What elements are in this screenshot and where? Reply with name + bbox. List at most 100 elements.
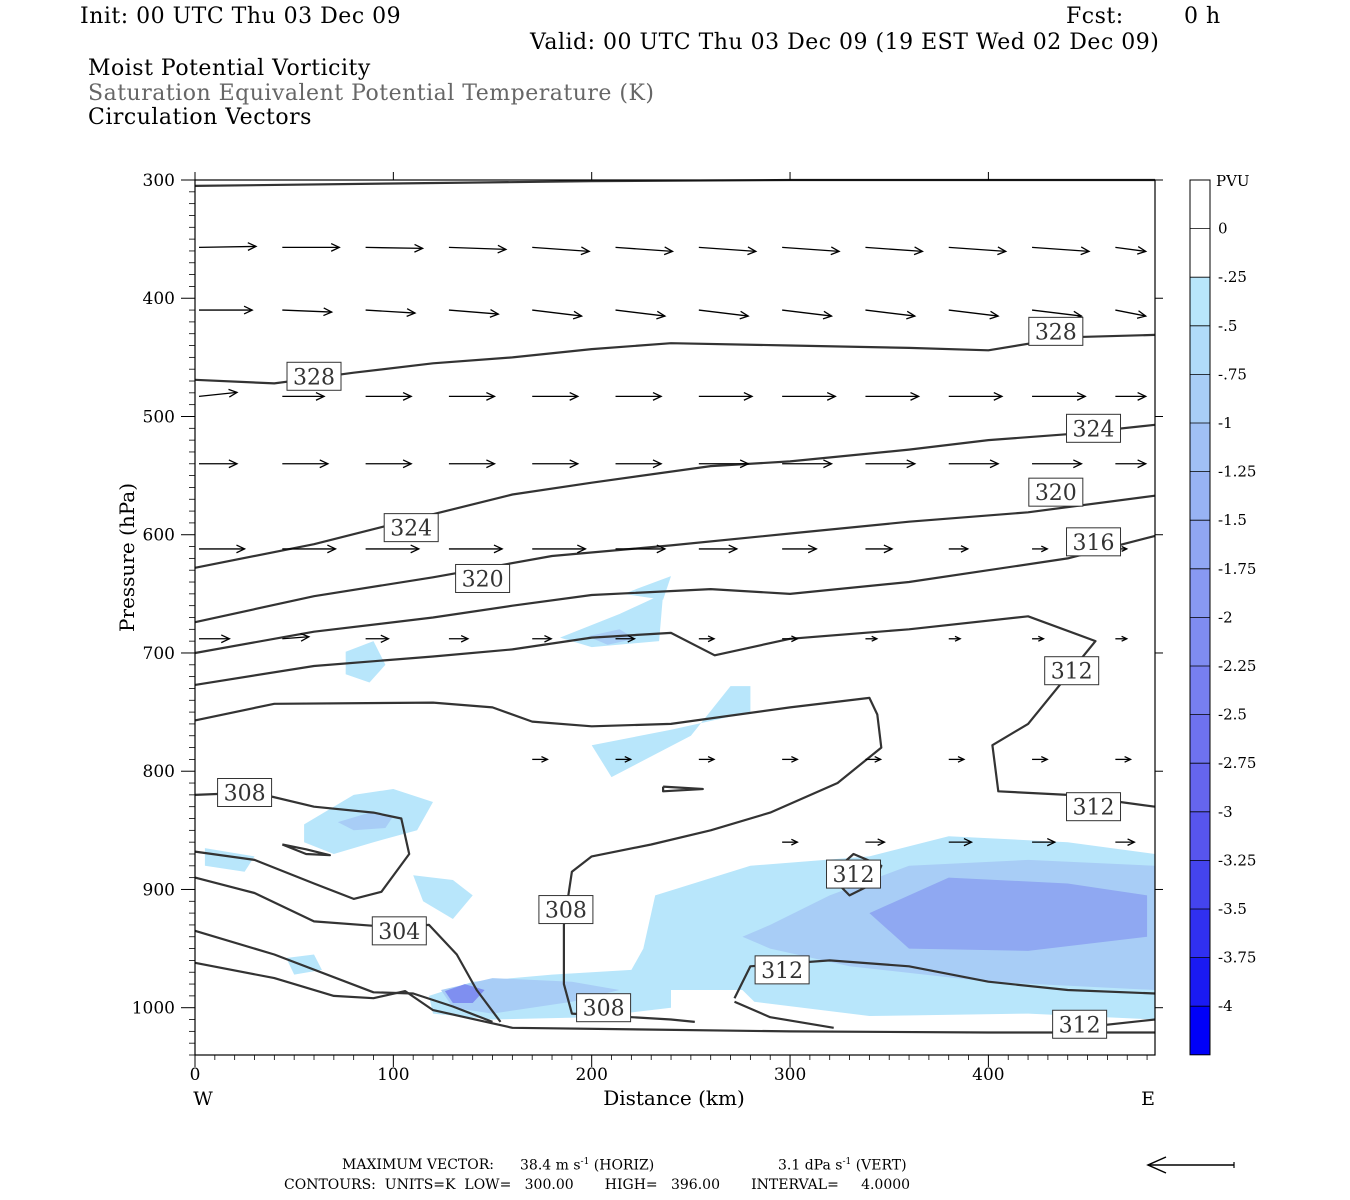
vector-arrow	[448, 459, 497, 469]
vector-arrow	[1115, 755, 1133, 763]
vector-arrow	[865, 635, 879, 642]
vector-arrow	[948, 755, 966, 763]
vector-arrow	[199, 459, 239, 469]
y-tick-label: 800	[143, 762, 175, 782]
vector-arrow	[948, 391, 1004, 401]
vector-arrow	[1115, 635, 1129, 642]
vector-arrow	[698, 246, 758, 256]
vector-shaft	[198, 245, 257, 249]
vector-head	[739, 459, 750, 469]
vector-head	[493, 544, 504, 554]
vector-shaft	[865, 246, 923, 253]
contour-label: 304	[371, 916, 427, 946]
vector-shaft	[1115, 246, 1146, 253]
vector-arrow	[532, 755, 549, 763]
vector-arrow	[948, 545, 970, 553]
vector-arrow	[782, 459, 834, 469]
vector-arrow	[1032, 755, 1049, 763]
vector-arrow	[782, 544, 818, 554]
x-tick-label: 300	[774, 1065, 806, 1085]
vector-head	[960, 545, 970, 553]
vector-head	[791, 838, 799, 846]
x-axis-title: Distance (km)	[603, 1086, 745, 1110]
contour-label: 324	[383, 513, 439, 543]
x-tick-label: 400	[972, 1065, 1004, 1085]
vector-head	[315, 391, 326, 401]
vector-arrow	[282, 391, 326, 401]
mpv-region-12	[869, 877, 1148, 951]
field-title-mpv: Moist Potential Vorticity	[88, 56, 371, 81]
contour-line-15	[661, 785, 704, 793]
vector-head	[997, 246, 1008, 256]
vector-arrow	[1032, 246, 1091, 256]
colorbar-label: -.75	[1218, 365, 1247, 383]
contour-line-0	[194, 178, 1155, 187]
colorbar-label: -1.25	[1218, 463, 1256, 481]
colorbar-label: 0	[1218, 220, 1228, 238]
vector-head	[572, 310, 584, 320]
contour-line-3	[194, 494, 1156, 624]
colorbar-label: -3.5	[1218, 900, 1247, 918]
vector-arrow	[948, 837, 974, 847]
vector-head	[1041, 545, 1049, 553]
contour-label-box	[217, 778, 273, 807]
mpv-region-4	[413, 875, 473, 919]
vector-arrow	[865, 246, 924, 256]
vector-arrow	[365, 308, 417, 318]
y-tick-label: 700	[143, 644, 175, 664]
field-title-theta-es: Saturation Equivalent Potential Temperat…	[88, 81, 655, 106]
vector-head	[883, 544, 894, 554]
circulation-vectors	[198, 242, 1148, 847]
forecast-hour: 0 h	[1184, 4, 1221, 29]
vector-shaft	[615, 246, 673, 253]
vector-head	[497, 244, 508, 254]
vector-arrow	[615, 459, 663, 469]
vector-arrow	[615, 391, 663, 401]
vector-arrow	[448, 244, 508, 254]
vector-arrow	[1032, 837, 1057, 847]
vector-head	[791, 755, 799, 763]
vector-shaft	[448, 309, 499, 315]
vector-arrow	[948, 309, 1000, 320]
colorbar-bin	[1190, 666, 1210, 715]
vector-head	[739, 310, 750, 320]
y-axis-title: Pressure (hPa)	[115, 483, 139, 632]
contour-label-text: 312	[1059, 1013, 1101, 1038]
vector-head	[913, 246, 924, 256]
vector-arrow	[782, 391, 837, 401]
vector-head	[656, 310, 667, 320]
contour-label: 312	[754, 955, 810, 985]
vector-head	[220, 634, 231, 644]
y-tick-label: 500	[143, 407, 175, 427]
vector-arrow	[1115, 391, 1148, 401]
vector-arrow	[782, 635, 799, 643]
vector-shaft	[282, 636, 309, 640]
contour-line-6	[194, 696, 883, 1023]
vector-head	[327, 544, 338, 554]
forecast-label: Fcst:	[1066, 4, 1124, 29]
vector-shaft	[698, 246, 756, 253]
vector-arrow	[615, 755, 633, 763]
vector-arrow	[199, 305, 254, 315]
contour-label-box	[383, 513, 439, 543]
vector-shaft	[1115, 309, 1146, 317]
horiz-tag: (HORIZ)	[593, 1157, 655, 1174]
vector-head	[1041, 755, 1049, 763]
y-axis: 300 400 500 600 700 800 900 1000 Pressure (hPa)	[115, 171, 1163, 1056]
contour-label-box	[1028, 316, 1084, 346]
contour-label-box	[826, 859, 882, 889]
vector-head	[486, 459, 497, 469]
vector-arrow	[1032, 391, 1087, 401]
vector-head	[380, 634, 390, 643]
vector-arrow	[615, 309, 667, 320]
vector-head	[728, 544, 739, 554]
contour-label-text: 328	[293, 365, 335, 390]
vector-shaft	[782, 246, 840, 253]
vector-shaft	[448, 246, 506, 251]
vector-arrow	[948, 246, 1008, 256]
vector-arrow	[782, 838, 799, 846]
vector-arrow	[1115, 245, 1148, 255]
contour-label: 328	[1028, 316, 1084, 346]
contour-label-text: 312	[761, 959, 803, 984]
vector-arrow	[698, 635, 716, 643]
